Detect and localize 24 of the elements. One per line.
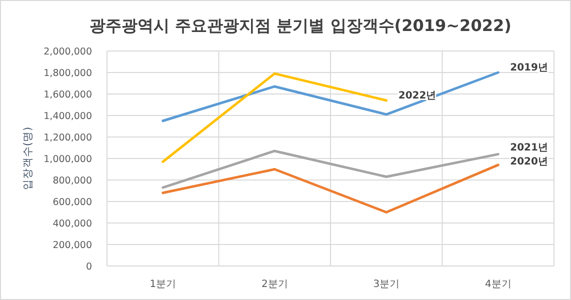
x-tick-label: 1분기 [150, 279, 176, 290]
y-tick-label: 1,600,000 [44, 90, 92, 100]
x-tick-label: 4분기 [484, 279, 512, 290]
y-tick-label: 1,400,000 [44, 111, 92, 122]
y-tick-label: 600,000 [52, 197, 92, 208]
y-axis-title: 입장객수(명) [22, 126, 34, 190]
line-series [162, 150, 500, 189]
y-tick-label: 1,800,000 [44, 68, 92, 79]
line-series [162, 164, 500, 214]
y-tick-label: 1,000,000 [44, 154, 92, 165]
y-tick-label: 400,000 [52, 218, 92, 230]
chart-title: 광주광역시 주요관광지점 분기별 입장객수(2019~2022) [90, 16, 512, 35]
series-label: 2022년 [398, 90, 436, 102]
series-label: 2021년 [510, 142, 548, 154]
x-tick-label: 3분기 [373, 279, 400, 290]
y-tick-label: 0 [86, 262, 92, 272]
x-tick-label: 2분기 [261, 279, 288, 290]
line-series [162, 71, 500, 122]
y-tick-label: 200,000 [52, 240, 92, 251]
y-tick-label: 1,200,000 [44, 132, 92, 144]
y-tick-label: 2,000,000 [44, 46, 92, 58]
series-label: 2019년 [510, 62, 548, 74]
series-label: 2020년 [510, 156, 548, 168]
y-tick-label: 800,000 [52, 176, 92, 186]
